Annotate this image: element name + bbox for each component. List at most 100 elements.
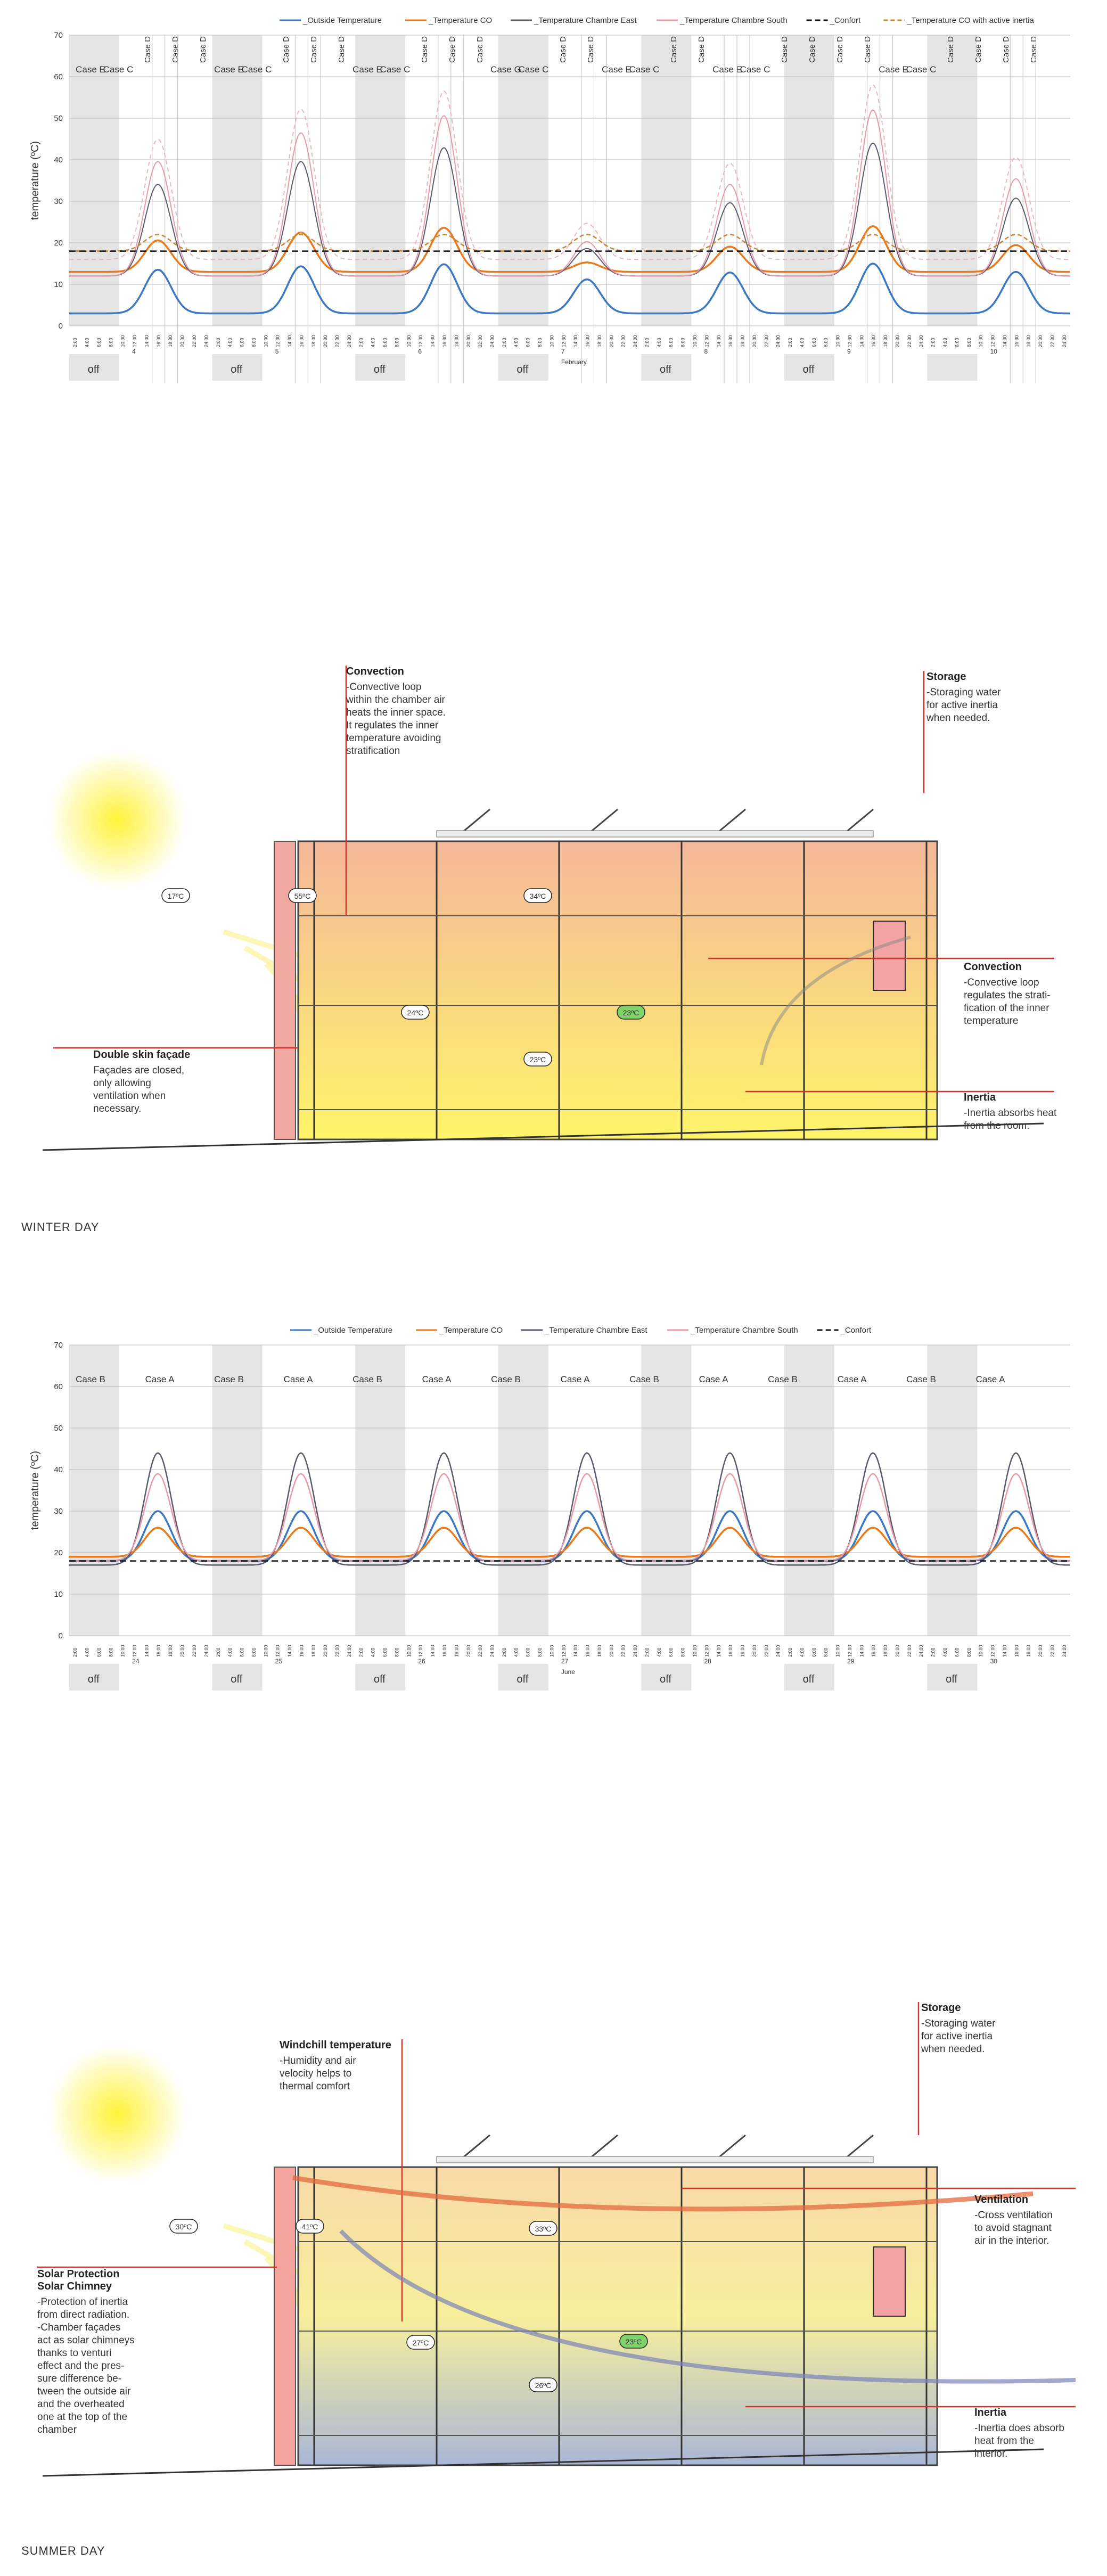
hour-tick: 16:00 (728, 1645, 733, 1657)
day-label: 30 (990, 1658, 998, 1665)
hour-tick: 2:00 (644, 1647, 650, 1657)
case-label: Case D (420, 36, 429, 63)
hour-tick: 4:00 (227, 1647, 233, 1657)
legend-label-3: _Temperature Chambre South (679, 16, 788, 25)
hour-tick: 2:00 (216, 338, 221, 347)
y-tick: 0 (59, 1631, 63, 1640)
hour-tick: 8:00 (537, 1647, 543, 1657)
hour-tick: 14:00 (859, 1645, 864, 1657)
hour-tick: 12:00 (132, 1645, 137, 1657)
hour-tick: 20:00 (609, 1645, 614, 1657)
hour-tick: 16:00 (442, 335, 447, 347)
hour-tick: 24:00 (1062, 335, 1067, 347)
hour-tick: 12:00 (704, 1645, 709, 1657)
case-label: Case C (103, 64, 134, 75)
night-band (498, 35, 548, 326)
hour-tick: 10:00 (120, 335, 126, 347)
hour-tick: 20:00 (180, 335, 185, 347)
case-label: Case D (143, 36, 152, 63)
hour-tick: 14:00 (287, 335, 292, 347)
cool-air-arrow (339, 2229, 1076, 2384)
night-band (784, 1345, 834, 1636)
hour-tick: 10:00 (692, 335, 698, 347)
hour-tick: 2:00 (931, 1647, 936, 1657)
temp-bubble (529, 2377, 557, 2392)
roof-deck (436, 830, 874, 838)
building-interior (297, 2166, 938, 2466)
day-label: 25 (275, 1658, 283, 1665)
hour-tick: 20:00 (1038, 1645, 1043, 1657)
hour-tick: 16:00 (585, 1645, 591, 1657)
off-band (641, 354, 692, 381)
hour-tick: 14:00 (573, 335, 578, 347)
temp-bubble (523, 1052, 552, 1067)
y-tick: 10 (54, 280, 63, 289)
case-label: Case E (214, 64, 244, 75)
hour-tick: 16:00 (1014, 335, 1019, 347)
hour-tick: 16:00 (728, 335, 733, 347)
summer-ann-inertia: Inertia -Inertia does absorb heat from t… (974, 2407, 1064, 2459)
y-tick: 60 (54, 72, 63, 81)
hour-tick: 22:00 (1049, 335, 1055, 347)
convection-arrow (760, 936, 911, 1065)
winter-ann-convection-right: Convection -Convective loop regulates th… (964, 961, 1051, 1027)
hour-tick: 20:00 (1038, 335, 1043, 347)
case-label: Case D (974, 36, 983, 63)
off-band (355, 1664, 406, 1691)
y-tick: 70 (54, 1341, 63, 1350)
hour-tick: 22:00 (907, 335, 912, 347)
hour-tick: 12:00 (418, 335, 423, 347)
case-label: Case D (780, 36, 789, 63)
y-tick: 60 (54, 1382, 63, 1391)
hour-tick: 24:00 (633, 1645, 638, 1657)
hour-tick: 6:00 (382, 1647, 388, 1657)
hour-tick: 8:00 (823, 1647, 829, 1657)
warm-air-arrow (292, 2175, 1034, 2212)
hour-tick: 4:00 (942, 1647, 948, 1657)
temp-bubble-label: 23ºC (623, 1008, 639, 1017)
hour-tick: 8:00 (394, 1647, 399, 1657)
off-label: off (516, 1673, 528, 1685)
y-tick: 20 (54, 1548, 63, 1557)
hour-tick: 24:00 (203, 1645, 209, 1657)
hour-tick: 20:00 (895, 335, 900, 347)
hour-tick: 2:00 (788, 1647, 793, 1657)
off-band (927, 354, 978, 381)
hour-tick: 16:00 (871, 1645, 876, 1657)
winter-ann-convection-top: Convection -Convective loop within the c… (346, 666, 446, 757)
hour-tick: 2:00 (72, 1647, 78, 1657)
temp-bubble-label: 30ºC (176, 2222, 192, 2231)
hour-tick: 4:00 (799, 1647, 805, 1657)
case-label: Case B (768, 1374, 798, 1384)
hour-tick: 6:00 (811, 338, 817, 347)
series-east (69, 1452, 1071, 1566)
roof-deck (436, 2156, 874, 2163)
hour-tick: 10:00 (978, 335, 983, 347)
hour-tick: 18:00 (740, 335, 745, 347)
hour-tick: 2:00 (502, 338, 507, 347)
hour-tick: 4:00 (513, 1647, 519, 1657)
day-label: 6 (418, 348, 422, 355)
winter-ann-storage: Storage -Storaging water for active iner… (926, 671, 1001, 724)
sun-icon (48, 2045, 186, 2183)
off-label: off (660, 364, 671, 375)
day-label: 9 (847, 348, 851, 355)
hour-tick: 18:00 (740, 1645, 745, 1657)
hour-tick: 4:00 (942, 338, 948, 347)
hour-tick: 10:00 (835, 335, 841, 347)
hour-tick: 18:00 (883, 335, 888, 347)
y-tick: 40 (54, 155, 63, 165)
case-label: Case A (284, 1374, 313, 1384)
hour-tick: 6:00 (526, 338, 531, 347)
hour-tick: 8:00 (251, 338, 257, 347)
temp-bubble-label: 23ºC (530, 1055, 546, 1064)
hour-tick: 18:00 (1026, 1645, 1031, 1657)
night-band (641, 35, 692, 326)
hour-tick: 20:00 (609, 335, 614, 347)
hour-tick: 22:00 (335, 1645, 340, 1657)
hour-tick: 20:00 (895, 1645, 900, 1657)
day-label: 5 (275, 348, 279, 355)
hour-tick: 12:00 (990, 1645, 996, 1657)
off-label: off (88, 364, 100, 375)
case-label: Case D (337, 36, 346, 63)
